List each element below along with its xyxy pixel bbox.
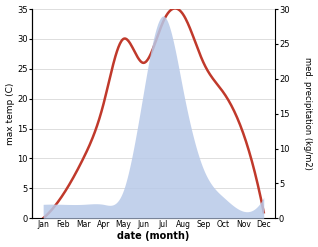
Y-axis label: med. precipitation (kg/m2): med. precipitation (kg/m2) <box>303 57 313 170</box>
X-axis label: date (month): date (month) <box>117 231 190 242</box>
Y-axis label: max temp (C): max temp (C) <box>5 82 15 145</box>
